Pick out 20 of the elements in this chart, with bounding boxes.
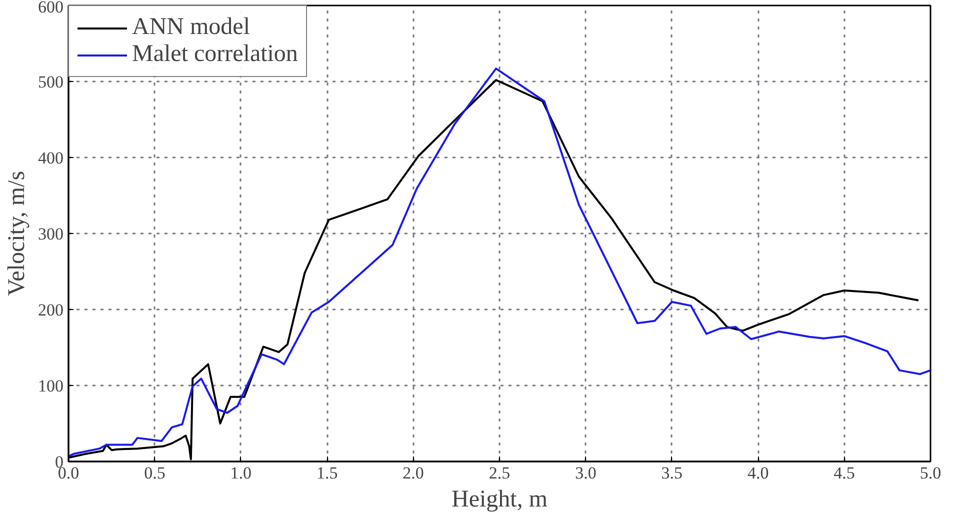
x-tick-label: 2.0 <box>402 464 424 482</box>
x-tick-label: 3.0 <box>575 464 596 482</box>
x-tick-label: 4.5 <box>834 464 855 482</box>
x-tick-label: 2.5 <box>488 464 510 482</box>
x-tick-label: 4.0 <box>747 464 769 482</box>
x-tick-label: 3.5 <box>661 464 683 482</box>
y-tick-label: 600 <box>38 0 64 16</box>
y-tick-label: 400 <box>38 148 64 168</box>
x-tick-label: 1.5 <box>316 464 338 482</box>
legend-label: ANN model <box>132 14 250 41</box>
y-axis-title: Velocity, m/s <box>4 170 30 296</box>
y-tick-label: 500 <box>38 72 64 92</box>
y-tick-label: 100 <box>38 376 64 396</box>
legend-label: Malet correlation <box>132 41 298 68</box>
y-tick-label: 300 <box>38 224 64 244</box>
x-tick-label: 1.0 <box>230 464 252 482</box>
x-tick-label: 0.5 <box>144 464 166 482</box>
x-tick-label: 5.0 <box>920 464 942 482</box>
x-axis-title: Height, m <box>452 486 548 512</box>
y-tick-label: 200 <box>38 300 64 320</box>
